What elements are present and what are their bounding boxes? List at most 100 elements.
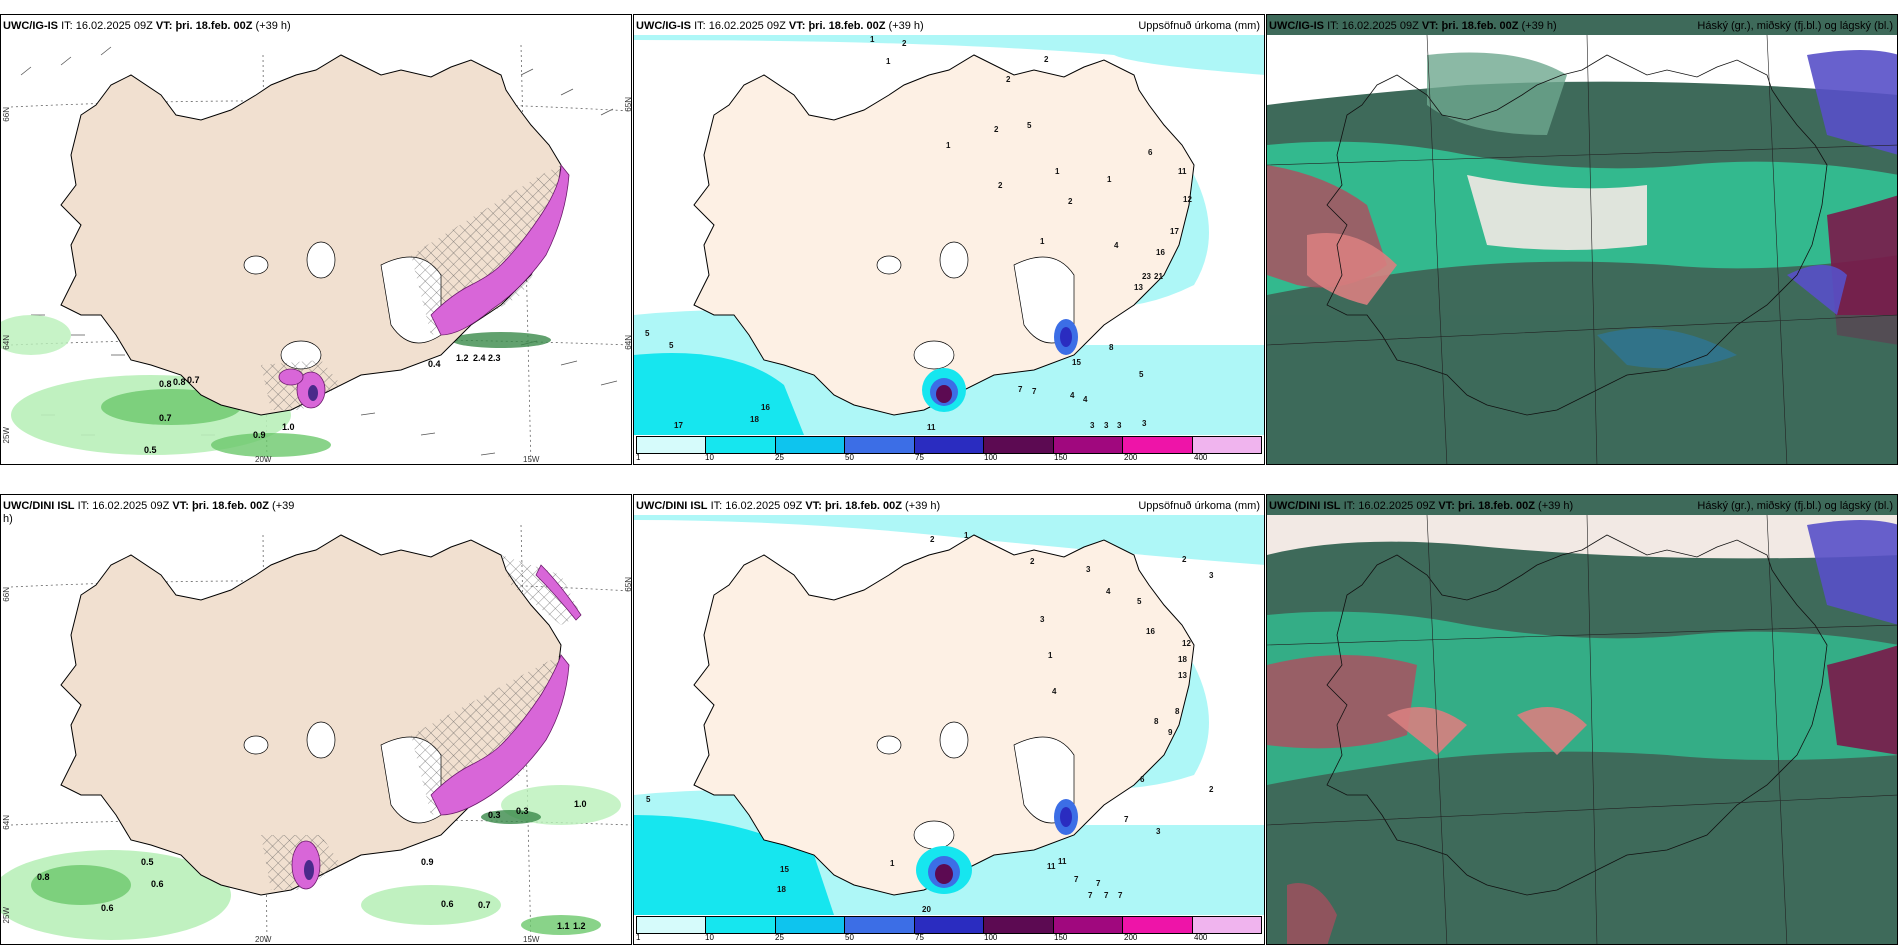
precip-map [634,35,1264,435]
precip-value: 7 [1104,891,1109,900]
precip-value: 4 [1083,395,1088,404]
legend-color-cell [637,917,707,933]
precip-value: 2 [930,535,935,544]
precip-value: 3 [1117,421,1122,430]
icing-value: 1.1 [557,921,570,931]
precip-legend: 1 10 25 50 75 100 150 200 400 [634,436,1264,464]
panel-title: UWC/DINI ISL IT: 16.02.2025 09Z VT: þri.… [3,500,295,512]
precip-value: 3 [1040,615,1045,624]
icing-value: 0.6 [101,903,114,913]
panel-bot-right-clouds: UWC/DINI ISL IT: 16.02.2025 09Z VT: þri.… [1266,494,1898,945]
legend-color-cell [845,917,915,933]
icing-value: 1.0 [282,422,295,432]
icing-value: 0.7 [478,900,491,910]
legend-colorbar [636,436,1262,454]
precip-value: 9 [1168,728,1173,737]
precip-value: 2 [1068,197,1073,206]
precip-value: 7 [1018,385,1023,394]
precip-value: 5 [1137,597,1142,606]
precip-value: 18 [1178,655,1187,664]
legend-color-cell [1192,437,1261,453]
precip-value: 17 [1170,227,1179,236]
legend-tick: 400 [1194,933,1208,942]
legend-tick: 10 [705,453,714,462]
legend-color-cell [775,917,846,933]
precip-value: 12 [1183,195,1192,204]
precip-value: 8 [1154,717,1159,726]
precip-value: 7 [1096,879,1101,888]
icing-value: 0.5 [141,857,154,867]
icing-value: 0.9 [421,857,434,867]
precip-value: 11 [927,423,936,432]
lat-label: 64N [2,815,11,830]
panel-title: UWC/DINI ISL IT: 16.02.2025 09Z VT: þri.… [636,500,941,512]
lat-label: 64N [624,335,632,350]
precip-value: 4 [1052,687,1057,696]
precip-value: 1 [964,531,969,540]
legend-tick: 1 [636,933,641,942]
lon-label: 15W [523,935,540,944]
precip-value: 5 [1027,121,1032,130]
legend-color-cell [637,437,707,453]
precip-value: 1 [1040,237,1045,246]
precip-value: 18 [777,885,786,894]
precip-value: 2 [998,181,1003,190]
panel-right-title: Uppsöfnuð úrkoma (mm) [1138,500,1260,512]
precip-value: 4 [1114,241,1119,250]
precip-value: 20 [922,905,931,914]
precip-value: 13 [1178,671,1187,680]
precip-value: 6 [1140,775,1145,784]
precip-value: 7 [1088,891,1093,900]
legend-color-cell [1192,917,1261,933]
precip-value: 3 [1142,419,1147,428]
lon-label: 15W [523,455,540,464]
legend-tick: 50 [845,453,854,462]
icing-value: 2.4 [473,353,486,363]
precip-value: 1 [1048,651,1053,660]
precip-value: 1 [1107,175,1112,184]
icing-value: 0.5 [144,445,157,455]
precip-value: 16 [1156,248,1165,257]
icing-value: 0.8 [37,872,50,882]
precip-value: 21 [1154,272,1163,281]
icing-value: 0.7 [159,413,172,423]
legend-color-cell [706,917,776,933]
precip-value: 11 [1178,167,1187,176]
precip-value: 8 [1109,343,1114,352]
legend-color-cell [1053,917,1124,933]
legend-tick: 25 [775,933,784,942]
legend-tick: 50 [845,933,854,942]
precip-value: 15 [780,865,789,874]
precip-value: 13 [1134,283,1143,292]
precip-value: 2 [1006,75,1011,84]
legend-tick: 150 [1054,453,1068,462]
precip-value: 1 [946,141,951,150]
legend-tick: 200 [1124,453,1138,462]
lon-label: 25W [2,427,11,444]
precip-value: 1 [890,859,895,868]
icing-map [1,524,631,944]
legend-tick: 75 [915,933,924,942]
panel-title: UWC/IG-IS IT: 16.02.2025 09Z VT: þri. 18… [1269,20,1557,32]
precip-value: 1 [1055,167,1060,176]
panel-title-wrap: h) [3,513,13,525]
icing-value: 0.7 [187,375,200,385]
legend-color-cell [984,917,1054,933]
precip-value: 2 [994,125,999,134]
icing-map [1,44,631,464]
legend-tick: 10 [705,933,714,942]
precip-value: 17 [674,421,683,430]
precip-value: 12 [1182,639,1191,648]
lat-label: 64N [2,335,11,350]
precip-value: 4 [1106,587,1111,596]
panel-title: UWC/IG-IS IT: 16.02.2025 09Z VT: þri. 18… [636,20,924,32]
precip-value: 18 [750,415,759,424]
icing-value: 0.9 [253,430,266,440]
cloud-map [1267,495,1897,944]
precip-value: 16 [1146,627,1155,636]
precip-value: 4 [1070,391,1075,400]
legend-color-cell [914,917,985,933]
precip-value: 11 [1058,857,1067,866]
legend-color-cell [775,437,846,453]
precip-map [634,515,1264,915]
